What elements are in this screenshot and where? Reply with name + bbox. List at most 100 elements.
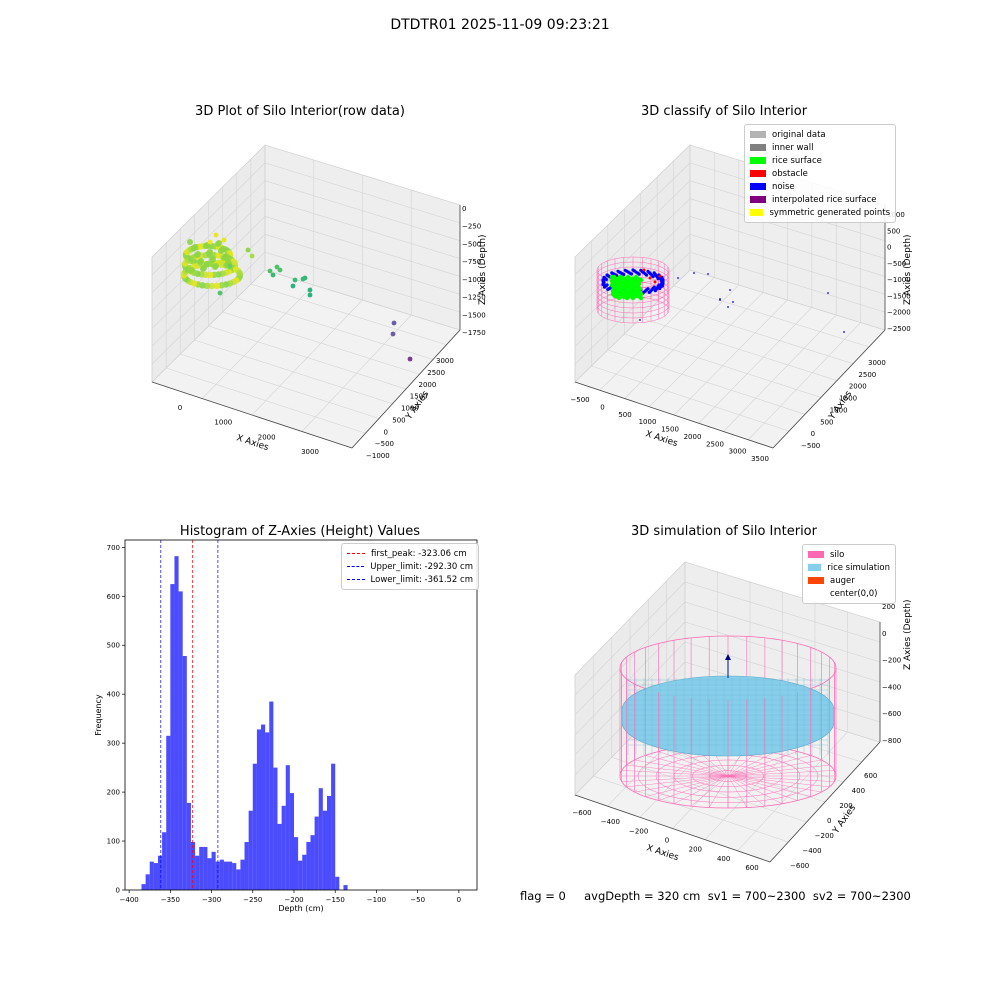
simulation-y-tick: 400 (852, 787, 865, 795)
classify-point (729, 289, 731, 291)
histogram-bar (207, 858, 212, 890)
axis-line (351, 329, 461, 449)
histogram-bar (326, 796, 332, 890)
grid-line (151, 180, 266, 293)
silo-floor-spoke (645, 755, 729, 777)
raw-y-tick: 1500 (410, 393, 428, 401)
silo-floor-spoke (727, 775, 747, 808)
legend-swatch (808, 564, 822, 571)
legend-swatch (750, 170, 766, 177)
histogram-bar (261, 724, 266, 890)
raw-point (390, 331, 396, 337)
histogram-bar (318, 788, 323, 890)
classify-y-tick: 3000 (868, 359, 886, 367)
grid-line (673, 299, 788, 416)
histogram-bar (195, 855, 200, 890)
raw-point (277, 267, 283, 273)
legend-item: rice surface (750, 154, 890, 167)
legend-label: inner wall (772, 142, 814, 153)
simulation-x-tick: 400 (717, 855, 730, 863)
histogram-y-tick-label: 300 (107, 740, 120, 748)
axis-line (151, 381, 353, 449)
classify-y-tick: 0 (811, 430, 815, 438)
classify-point (677, 277, 679, 279)
raw-point (189, 267, 195, 273)
classify-3d-plot: −500 0 500 1000 1500 2000 2500 3000 3500 −500 0 50… (570, 144, 913, 463)
histogram-y-ticks: 0 100 200 300 400 500 600 700 (107, 544, 125, 895)
histogram-x-tick-label: −100 (367, 896, 386, 904)
grid-line (264, 216, 461, 277)
silo-floor-spoke (634, 759, 729, 777)
raw-point (207, 239, 213, 245)
classify-point (615, 294, 621, 300)
classify-point (606, 287, 610, 291)
classify-point (732, 301, 734, 303)
legend-item: inner wall (750, 141, 890, 154)
grid-line (264, 251, 461, 313)
histogram-bar (265, 732, 270, 890)
histogram-bar (211, 851, 216, 890)
raw-z-tick: 0 (462, 205, 466, 213)
grid-line (689, 251, 886, 313)
histogram-x-ticks: −400 −350 −300 −250 −200 −150 −100 −50 0 (120, 890, 461, 904)
histogram-bar (302, 854, 307, 890)
classify-point (626, 283, 632, 289)
classify-point (614, 289, 620, 295)
raw-point (201, 265, 207, 271)
classify-x-tick: 500 (618, 411, 631, 419)
classify-point (631, 286, 637, 292)
classify-z-tick: −1500 (887, 292, 911, 300)
classify-point (827, 292, 829, 294)
raw-point (192, 244, 198, 250)
legend-label: rice surface (772, 155, 822, 166)
classify-point (638, 277, 644, 283)
legend-label: first_peak: -323.06 cm (371, 548, 467, 559)
histogram-bar (174, 556, 179, 890)
classify-x-tick: 0 (600, 403, 604, 411)
grid-line (574, 198, 691, 311)
grid-line (748, 322, 861, 440)
classify-point (629, 276, 635, 282)
classify-x-tick: 3000 (729, 448, 747, 456)
grid-line (673, 285, 870, 348)
simulation-x-tick: −200 (629, 827, 648, 835)
histogram-bar (186, 802, 191, 890)
silo-floor-spoke (709, 775, 729, 808)
simulation-y-tick: −200 (815, 832, 834, 840)
legend-item: first_peak: -323.06 cm (347, 547, 473, 560)
classify-y-tick: −500 (801, 442, 820, 450)
histogram-y-tick-label: 200 (107, 789, 120, 797)
grid-line (151, 234, 266, 347)
histogram-y-tick-label: 0 (116, 887, 120, 895)
silo-floor-spoke (673, 775, 729, 804)
raw-axes-box (151, 144, 461, 449)
axis-line (574, 381, 774, 449)
histogram-reference-lines (160, 540, 219, 890)
raw-point (407, 356, 413, 362)
classify-point (634, 279, 640, 285)
legend-swatch (750, 144, 766, 151)
legend-item: original data (750, 128, 890, 141)
classify-y-tick: 500 (820, 418, 833, 426)
histogram-bar (256, 729, 262, 890)
histogram-bar (277, 823, 282, 890)
simulation-z-ticks: 200 0 −200 −400 −600 −800 (882, 603, 901, 745)
silo-floor-spoke (621, 775, 729, 782)
grid-line (574, 144, 691, 258)
simulation-auger (725, 654, 731, 678)
histogram-bar (289, 793, 294, 890)
classify-point (619, 292, 625, 298)
grid-line (649, 292, 764, 407)
histogram-frame (124, 539, 478, 891)
grid-line (264, 180, 461, 242)
raw-point (221, 237, 227, 243)
auger-tip (725, 654, 731, 660)
histogram-bar (162, 832, 167, 890)
raw-point (236, 269, 243, 277)
histogram-bar (298, 860, 303, 890)
legend-item: center(0,0) (808, 587, 890, 600)
grid-line (574, 162, 691, 276)
histogram-bar (310, 835, 315, 890)
legend-line-sample (347, 579, 365, 580)
grid-line (599, 277, 715, 391)
